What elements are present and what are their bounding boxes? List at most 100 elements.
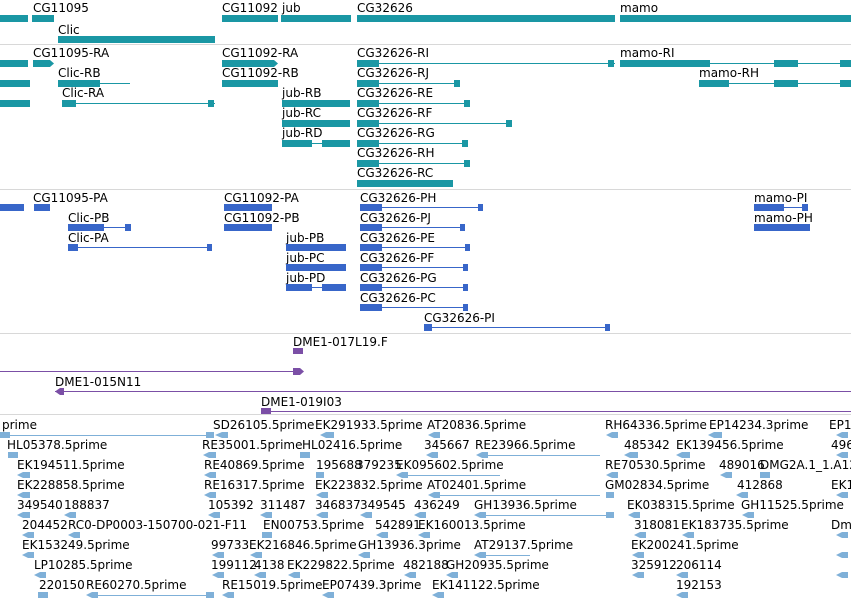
est-label[interactable]: 346837: [315, 498, 361, 512]
est-label[interactable]: EK291933.5prime: [315, 418, 423, 432]
est-label[interactable]: 105392: [208, 498, 254, 512]
est-label[interactable]: EK229822.5prime: [287, 558, 395, 572]
est-label[interactable]: HL05378.5prime: [7, 438, 108, 452]
est-label[interactable]: SD26105.5prime: [213, 418, 315, 432]
protein-label[interactable]: CG32626-PI: [424, 311, 495, 325]
gene-label-jub[interactable]: jub: [282, 1, 301, 15]
protein-label[interactable]: CG32626-PE: [360, 231, 435, 245]
protein-label[interactable]: CG11092-PA: [224, 191, 299, 205]
est-label[interactable]: EP1: [829, 418, 851, 432]
est-label[interactable]: GH13936.5prime: [474, 498, 577, 512]
protein-label[interactable]: CG32626-PC: [360, 291, 436, 305]
est-label[interactable]: 345667: [424, 438, 470, 452]
transcript-label[interactable]: mamo-RI: [620, 46, 675, 60]
est-label[interactable]: AT29137.5prime: [474, 538, 574, 552]
transcript-label[interactable]: CG32626-RE: [357, 86, 434, 100]
protein-label[interactable]: jub-PD: [286, 271, 326, 285]
est-label[interactable]: HL02416.5prime: [302, 438, 403, 452]
protein-label[interactable]: Clic-PA: [68, 231, 109, 245]
transcript-label[interactable]: mamo-RH: [699, 66, 759, 80]
transcript-label[interactable]: CG32626-RI: [357, 46, 430, 60]
est-label[interactable]: GH20935.5prime: [446, 558, 549, 572]
protein-label[interactable]: mamo-PI: [754, 191, 808, 205]
est-label[interactable]: 99733: [211, 538, 250, 552]
est-label[interactable]: EK095602.5prime: [396, 458, 504, 472]
est-label[interactable]: EK141122.5prime: [432, 578, 540, 592]
est-label[interactable]: RE60270.5prime: [86, 578, 187, 592]
est-label[interactable]: EK038315.5prime: [627, 498, 735, 512]
est-label[interactable]: GH11525.5prime: [741, 498, 844, 512]
est-label[interactable]: 311487: [260, 498, 306, 512]
est-label[interactable]: 220150: [39, 578, 85, 592]
transcript-label[interactable]: CG11095-RA: [33, 46, 110, 60]
est-label[interactable]: RE70530.5prime: [605, 458, 706, 472]
est-label[interactable]: GH13936.3prime: [358, 538, 461, 552]
protein-label[interactable]: CG11092-PB: [224, 211, 300, 225]
clone-label[interactable]: DME1-019I03: [261, 395, 342, 409]
est-label[interactable]: 489016: [719, 458, 765, 472]
transcript-label[interactable]: CG11092-RB: [222, 66, 299, 80]
protein-label[interactable]: mamo-PH: [754, 211, 813, 225]
transcript-label[interactable]: CG11092-RA: [222, 46, 299, 60]
est-label[interactable]: AT20836.5prime: [427, 418, 527, 432]
est-label[interactable]: 188837: [64, 498, 110, 512]
transcript-label[interactable]: CG32626-RG: [357, 126, 435, 140]
protein-label[interactable]: CG32626-PF: [360, 251, 435, 265]
est-label[interactable]: 349545: [360, 498, 406, 512]
est-label[interactable]: DMG2A.1_1.A12: [760, 458, 851, 472]
est-label[interactable]: LP10285.5prime: [34, 558, 133, 572]
est-label[interactable]: GM02834.5prime: [605, 478, 710, 492]
gene-label-cg11092[interactable]: CG11092: [222, 1, 278, 15]
est-label[interactable]: 325912: [631, 558, 677, 572]
est-label[interactable]: RC0-DP0003-150700-021-F11: [68, 518, 247, 532]
est-label[interactable]: RE40869.5prime: [204, 458, 305, 472]
gene-label-cg11095[interactable]: CG11095: [33, 1, 89, 15]
gene-label-clic[interactable]: Clic: [58, 23, 80, 37]
est-label[interactable]: prime: [2, 418, 37, 432]
est-label[interactable]: 195688: [316, 458, 362, 472]
est-label[interactable]: EK200241.5prime: [631, 538, 739, 552]
est-label[interactable]: EK194511.5prime: [17, 458, 125, 472]
est-label[interactable]: 436249: [414, 498, 460, 512]
est-label[interactable]: 349540: [17, 498, 63, 512]
est-label[interactable]: 192153: [676, 578, 722, 592]
protein-label[interactable]: jub-PB: [286, 231, 325, 245]
protein-label[interactable]: Clic-PB: [68, 211, 110, 225]
gene-label-cg32626[interactable]: CG32626: [357, 1, 413, 15]
transcript-label[interactable]: CG32626-RC: [357, 166, 434, 180]
transcript-label[interactable]: jub-RC: [282, 106, 322, 120]
est-label[interactable]: RH64336.5prime: [605, 418, 707, 432]
est-label[interactable]: 4138: [254, 558, 285, 572]
est-label[interactable]: EP14234.3prime: [709, 418, 809, 432]
est-label[interactable]: EK160013.5prime: [418, 518, 526, 532]
transcript-label[interactable]: jub-RB: [282, 86, 322, 100]
est-label[interactable]: 379235: [356, 458, 402, 472]
est-label[interactable]: 204452: [22, 518, 68, 532]
est-label[interactable]: EK228858.5prime: [17, 478, 125, 492]
est-label[interactable]: EK1: [831, 478, 851, 492]
transcript-label[interactable]: jub-RD: [282, 126, 323, 140]
est-label[interactable]: 412868: [737, 478, 783, 492]
protein-label[interactable]: CG32626-PG: [360, 271, 437, 285]
est-label[interactable]: RE35001.5prime: [202, 438, 303, 452]
est-label[interactable]: RE16317.5prime: [204, 478, 305, 492]
protein-label[interactable]: CG32626-PH: [360, 191, 437, 205]
clone-label[interactable]: DME1-015N11: [55, 375, 142, 389]
est-label[interactable]: 542891: [375, 518, 421, 532]
est-label[interactable]: AT02401.5prime: [427, 478, 527, 492]
est-label[interactable]: EK223832.5prime: [315, 478, 423, 492]
est-label[interactable]: Dm: [831, 518, 851, 532]
transcript-label[interactable]: Clic-RB: [58, 66, 101, 80]
transcript-label[interactable]: Clic-RA: [62, 86, 105, 100]
est-label[interactable]: 485342: [624, 438, 670, 452]
est-label[interactable]: 482188: [403, 558, 449, 572]
est-label[interactable]: 206114: [676, 558, 722, 572]
est-label[interactable]: EN00753.5prime: [263, 518, 365, 532]
protein-label[interactable]: jub-PC: [286, 251, 325, 265]
est-label[interactable]: EK183735.5prime: [681, 518, 789, 532]
est-label[interactable]: 318081: [634, 518, 680, 532]
est-label[interactable]: EK139456.5prime: [676, 438, 784, 452]
est-label[interactable]: EK153249.5prime: [22, 538, 130, 552]
protein-label[interactable]: CG11095-PA: [33, 191, 108, 205]
est-label[interactable]: 199112: [211, 558, 257, 572]
